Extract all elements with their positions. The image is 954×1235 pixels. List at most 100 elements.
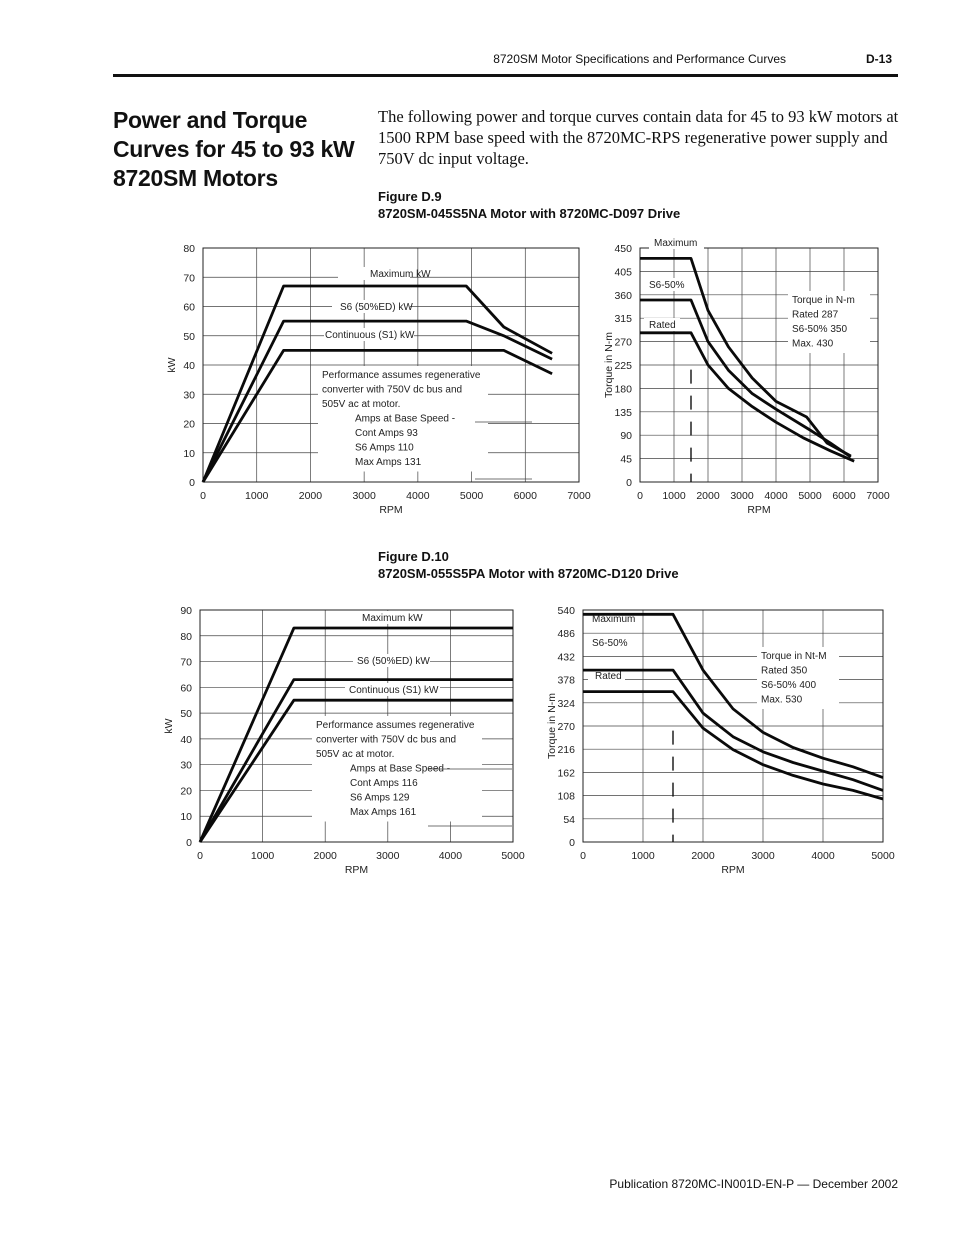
fig9-power-ytick-label: 60: [183, 302, 195, 314]
fig10-torque-ytick-label: 0: [569, 837, 575, 849]
fig10-power-ytick-label: 90: [180, 605, 192, 617]
fig10-power-yaxis-label: kW: [163, 718, 175, 733]
fig9-power-label-bg: [332, 300, 410, 313]
fig9-power-note-line: S6 Amps 110: [355, 443, 414, 454]
fig9-power-xtick-label: 7000: [567, 490, 591, 502]
figure-d9-title: 8720SM-045S5NA Motor with 8720MC-D097 Dr…: [378, 206, 681, 221]
fig10-power-xtick-label: 3000: [376, 850, 400, 862]
fig10-power-note-line: Performance assumes regenerative: [316, 720, 475, 731]
fig10-power-series-label: Continuous (S1) kW: [349, 685, 439, 696]
fig10-torque-xtick-label: 4000: [811, 850, 835, 862]
fig10-power-chart: 0 1000 2000 3000 4000 5000 0 10 20 30 40 50 60 70 80 90…: [163, 605, 525, 876]
fig10-power-ytick-label: 0: [186, 837, 192, 849]
fig10-power-xtick-label: 4000: [439, 850, 463, 862]
fig10-torque-note-line: Torque in Nt-M: [761, 651, 827, 662]
fig9-torque-xtick-label: 3000: [730, 490, 754, 502]
fig9-torque-xtick-label: 2000: [696, 490, 720, 502]
fig10-power-ytick-label: 50: [180, 708, 192, 720]
fig9-power-xtick-label: 6000: [514, 490, 538, 502]
fig10-torque-xtick-label: 0: [580, 850, 586, 862]
fig10-power-ytick-label: 60: [180, 682, 192, 694]
fig10-torque-label-bg: [588, 669, 625, 682]
fig10-torque-series-label: S6-50%: [592, 638, 628, 649]
fig10-torque-note-line: S6-50% 400: [761, 680, 816, 691]
fig9-power-note-line: Performance assumes regenerative: [322, 370, 481, 381]
fig9-torque-note-line: S6-50% 350: [792, 324, 847, 335]
fig10-power-series-label: Maximum kW: [362, 613, 423, 624]
fig9-power-chart: 0 1000 2000 3000 4000 5000 6000 7000 0 10 20 30 40 50…: [166, 243, 591, 516]
fig9-torque-series-rated: [640, 331, 855, 463]
fig10-torque-xtick-label: 5000: [871, 850, 895, 862]
fig9-power-ytick-label: 10: [183, 448, 195, 460]
fig10-torque-ytick-label: 432: [557, 651, 575, 663]
fig10-power-series-continuous-s1-kw: [198, 698, 513, 843]
fig10-torque-ytick-label: 270: [557, 721, 575, 733]
footer-publication: Publication 8720MC-IN001D-EN-P — Decembe…: [609, 1177, 898, 1191]
fig10-torque-note-line: Max. 530: [761, 695, 803, 706]
fig9-power-ytick-label: 0: [189, 477, 195, 489]
fig9-power-frame: [202, 247, 580, 483]
fig9-torque-xtick-label: 5000: [798, 490, 822, 502]
fig9-torque-xtick-label: 4000: [764, 490, 788, 502]
fig9-torque-series-label: Maximum: [654, 238, 697, 249]
fig10-power-frame: [199, 609, 514, 843]
header-rule: [113, 74, 898, 77]
fig10-torque-ytick-label: 108: [557, 791, 575, 803]
fig9-power-note-line: Amps at Base Speed -: [355, 414, 455, 425]
fig9-power-ytick-label: 30: [183, 389, 195, 401]
fig9-power-note-line: converter with 750V dc bus and: [322, 385, 462, 396]
fig10-torque-ytick-label: 324: [557, 698, 575, 710]
fig9-power-label-bg: [338, 267, 410, 280]
fig10-torque-note-line: Rated 350: [761, 666, 808, 677]
fig9-torque-label-bg: [644, 318, 680, 331]
fig9-torque-series-label: S6-50%: [649, 280, 685, 291]
fig9-torque-note-bg: [788, 291, 870, 353]
fig9-power-xtick-label: 1000: [245, 490, 269, 502]
fig9-torque-ytick-label: 225: [614, 360, 632, 372]
fig10-torque-ytick-label: 378: [557, 675, 575, 687]
fig9-power-series-label: Maximum kW: [370, 269, 431, 280]
fig9-torque-xtick-label: 6000: [832, 490, 856, 502]
fig9-torque-chart: 0 1000 2000 3000 4000 5000 6000 7000 0 45 90 135 180…: [603, 236, 890, 516]
fig9-torque-ytick-label: 315: [614, 313, 632, 325]
fig9-torque-yaxis-label: Torque in N-m: [603, 332, 615, 398]
fig9-power-ytick-label: 20: [183, 419, 195, 431]
fig10-torque-yaxis-label: Torque in N-m: [546, 693, 558, 759]
fig10-torque-chart: 0 1000 2000 3000 4000 5000 0 54 108 162 216 270 324 3…: [546, 605, 895, 876]
fig9-power-series-s6-50-ed-kw: [201, 319, 553, 483]
fig10-power-note-line: Cont Amps 116: [350, 778, 418, 789]
fig10-power-note-line: 505V ac at motor.: [316, 749, 394, 760]
fig10-power-ytick-label: 70: [180, 657, 192, 669]
fig10-torque-series-label: Maximum: [592, 614, 635, 625]
fig9-torque-note-line: Rated 287: [792, 310, 839, 321]
fig9-torque-label-bg: [649, 236, 704, 249]
fig10-power-note-line: S6 Amps 129: [350, 793, 410, 804]
fig9-torque-ytick-label: 270: [614, 337, 632, 349]
fig10-power-ytick-label: 10: [180, 811, 192, 823]
fig9-power-series-label: S6 (50%ED) kW: [340, 302, 413, 313]
fig10-power-xaxis-label: RPM: [345, 864, 368, 876]
fig9-torque-xaxis-label: RPM: [747, 504, 770, 516]
fig9-power-series-maximum-kw: [201, 284, 553, 483]
fig10-power-label-bg: [358, 611, 426, 624]
fig9-power-note-bg: [318, 366, 488, 472]
fig9-torque-frame: [639, 247, 879, 483]
fig10-torque-xtick-label: 2000: [691, 850, 715, 862]
fig9-power-note-line: Max Amps 131: [355, 457, 422, 468]
fig10-power-ytick-label: 80: [180, 631, 192, 643]
fig10-power-note-line: converter with 750V dc bus and: [316, 735, 456, 746]
fig10-torque-xaxis-label: RPM: [721, 864, 744, 876]
fig9-power-ytick-label: 70: [183, 272, 195, 284]
fig9-torque-ytick-label: 45: [620, 454, 632, 466]
fig10-power-note-line: Max Amps 161: [350, 807, 417, 818]
fig9-power-xaxis-label: RPM: [379, 504, 402, 516]
fig10-torque-ytick-label: 540: [557, 605, 575, 617]
fig9-torque-ytick-label: 90: [620, 430, 632, 442]
figure-d9-label: Figure D.9: [378, 189, 442, 204]
fig9-torque-xtick-label: 7000: [866, 490, 890, 502]
fig9-power-ytick-label: 40: [183, 360, 195, 372]
fig10-torque-ytick-label: 162: [557, 767, 575, 779]
figure-d10-caption: Figure D.10 8720SM-055S5PA Motor with 87…: [378, 548, 679, 582]
fig9-power-xtick-label: 4000: [406, 490, 430, 502]
fig9-power-ytick-label: 80: [183, 243, 195, 255]
